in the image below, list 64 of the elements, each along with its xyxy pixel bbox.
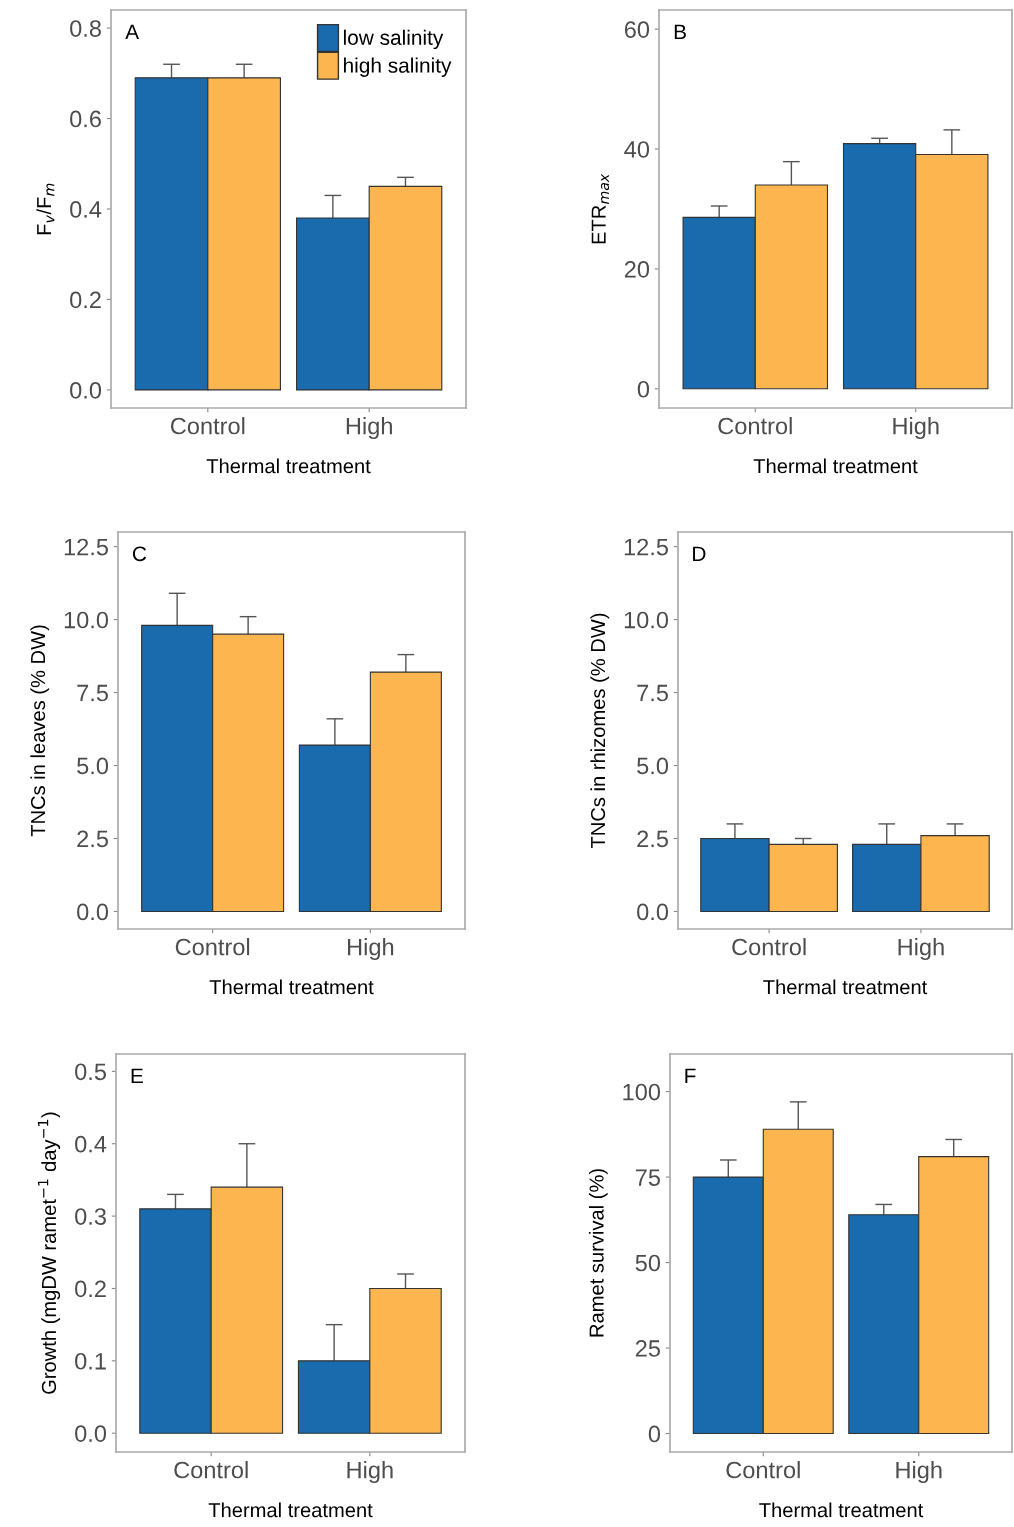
x-axis-title: Thermal treatment [759, 1502, 924, 1518]
y-tick-label: 0.8 [70, 20, 101, 37]
x-tick-label: High [347, 1461, 393, 1484]
y-tick-label: 0.1 [75, 1352, 106, 1370]
y-tick-label: 60 [624, 21, 650, 38]
y-tick-label: 0.6 [70, 110, 101, 128]
y-tick-label: 0.0 [70, 381, 102, 399]
y-tick-label: 5.0 [637, 757, 669, 775]
y-tick-label: 12.5 [624, 538, 668, 556]
y-tick-label: 2.5 [637, 830, 668, 848]
y-tick-label: 5.0 [77, 757, 109, 775]
x-tick-label: Control [174, 1461, 248, 1479]
legend-label: low salinity [343, 29, 444, 50]
x-axis-title: Thermal treatment [206, 458, 371, 474]
y-tick-label: 0.0 [637, 903, 669, 921]
x-tick-label: High [893, 417, 939, 440]
y-tick-label: 0.2 [70, 291, 101, 309]
y-tick-label: 10.0 [624, 611, 669, 629]
legend-label: high salinity [344, 57, 452, 77]
y-axis-title: TNCs in rhizomes (% DW) [590, 613, 610, 849]
y-tick-label: 7.5 [77, 684, 108, 702]
x-axis-title: Thermal treatment [209, 979, 374, 995]
y-tick-label: 25 [635, 1340, 660, 1357]
y-tick-label: 0.0 [77, 903, 109, 921]
y-tick-label: 0.0 [75, 1425, 107, 1442]
y-tick-label: 12.5 [64, 538, 108, 556]
y-tick-label: 0.3 [75, 1208, 106, 1225]
y-tick-label: 20 [624, 261, 650, 278]
y-axis-title: ETR$_{max}$ [591, 173, 610, 244]
annotation: D [693, 546, 706, 561]
annotation: A [125, 24, 140, 40]
y-axis-title: Growth (mgDW ramet$^{−1}$ day$^{−1}$) [37, 1112, 61, 1394]
x-axis-title: Thermal treatment [208, 1502, 373, 1518]
annotation: C [132, 546, 147, 562]
x-axis-title: Thermal treatment [753, 458, 918, 474]
y-tick-label: 10.0 [64, 611, 109, 629]
x-tick-label: Control [726, 1461, 800, 1479]
y-tick-label: 0.5 [75, 1063, 106, 1081]
annotation: F [685, 1068, 696, 1084]
x-tick-label: High [896, 1461, 942, 1484]
y-tick-label: 7.5 [637, 684, 668, 702]
annotation: E [131, 1068, 143, 1084]
x-tick-label: Control [718, 417, 792, 435]
y-tick-label: 75 [635, 1169, 660, 1186]
x-tick-label: High [898, 938, 944, 961]
y-tick-label: 0 [648, 1425, 661, 1443]
y-tick-label: 0.2 [75, 1280, 106, 1298]
y-tick-label: 40 [624, 141, 650, 158]
y-axis-title: TNCs in leaves (% DW) [30, 625, 50, 837]
y-tick-label: 100 [623, 1083, 661, 1101]
y-tick-label: 0.4 [70, 201, 102, 218]
x-tick-label: Control [175, 938, 250, 956]
y-axis-title: F$_{v}$/F$_{m}$ [36, 183, 55, 235]
y-tick-label: 50 [635, 1254, 661, 1272]
x-tick-label: Control [732, 938, 806, 956]
annotation: B [674, 24, 686, 40]
y-tick-label: 0.4 [75, 1135, 107, 1153]
y-tick-label: 2.5 [77, 830, 108, 848]
x-tick-label: Control [170, 417, 245, 435]
x-axis-title: Thermal treatment [763, 979, 928, 995]
y-tick-label: 0 [637, 380, 650, 398]
y-axis-title: Ramet survival (%) [588, 1169, 608, 1337]
x-tick-label: High [348, 938, 394, 961]
x-tick-label: High [346, 417, 392, 440]
